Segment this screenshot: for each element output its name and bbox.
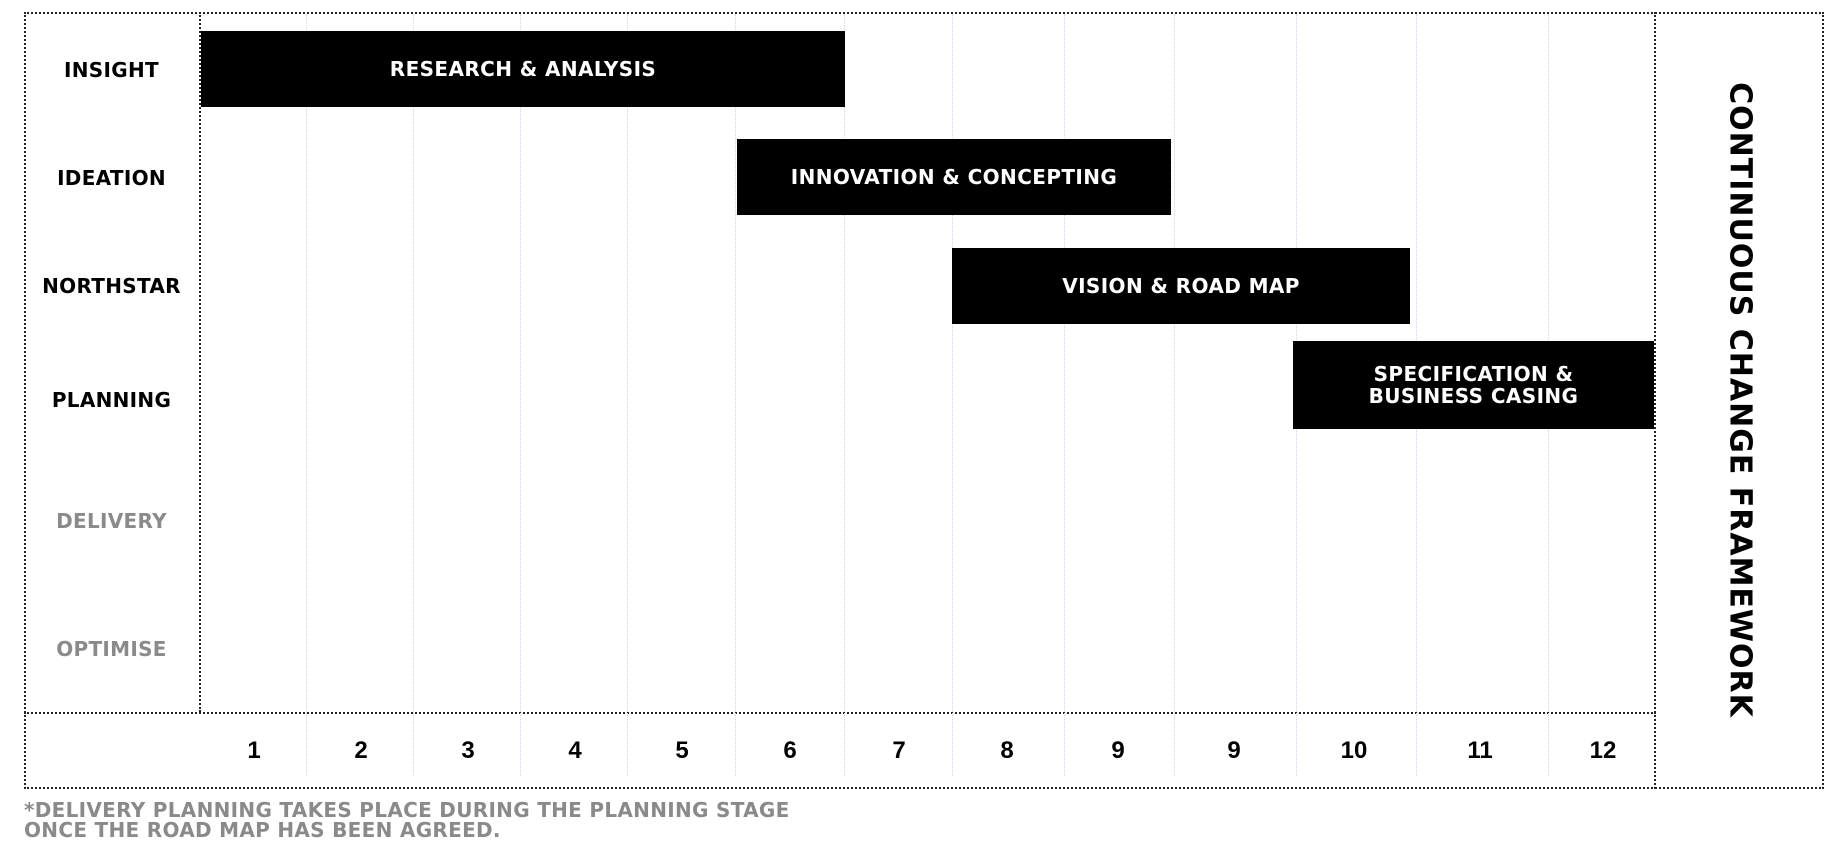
title-panel (1654, 12, 1824, 789)
task-bar-vision: VISION & ROAD MAP (952, 248, 1410, 324)
timeline-tick: 9 (1227, 737, 1241, 764)
gridline (1174, 14, 1175, 776)
gridline (306, 14, 307, 776)
timeline-tick: 9 (1111, 737, 1125, 764)
timeline-tick: 4 (568, 737, 582, 764)
timeline-tick: 7 (892, 737, 906, 764)
footnote-line-2: ONCE THE ROAD MAP HAS BEEN AGREED. (24, 818, 501, 842)
phase-label-ideation: IDEATION (57, 166, 166, 190)
gridline (520, 14, 521, 776)
footnote-line-1: *DELIVERY PLANNING TAKES PLACE DURING TH… (24, 798, 790, 822)
timeline-tick: 10 (1340, 737, 1368, 764)
gridline (1064, 14, 1065, 776)
phase-label-insight: INSIGHT (64, 58, 159, 82)
task-bar-specification: SPECIFICATION & BUSINESS CASING (1293, 341, 1654, 429)
diagram-frame (24, 12, 1824, 789)
gridline (413, 14, 414, 776)
phase-label-optimise: OPTIMISE (56, 637, 167, 661)
timeline-tick: 2 (354, 737, 368, 764)
phase-label-planning: PLANNING (51, 388, 172, 412)
gridline (952, 14, 953, 776)
timeline-tick: 1 (247, 737, 261, 764)
task-bar-innovation: INNOVATION & CONCEPTING (737, 139, 1171, 215)
gridline (735, 14, 736, 776)
gridline (627, 14, 628, 776)
framework-title: CONTINUOUS CHANGE FRAMEWORK (1722, 82, 1758, 718)
task-bar-label: RESEARCH & ANALYSIS (389, 57, 657, 81)
timeline-tick: 8 (1000, 737, 1014, 764)
task-bar-label-line1: SPECIFICATION & (1373, 362, 1574, 386)
task-bar-research: RESEARCH & ANALYSIS (201, 31, 845, 107)
timeline-tick: 5 (675, 737, 689, 764)
axis-separator (24, 712, 1656, 714)
timeline-tick: 3 (461, 737, 475, 764)
task-bar-label: INNOVATION & CONCEPTING (790, 165, 1118, 189)
phase-label-delivery: DELIVERY (56, 509, 167, 533)
gridline (844, 14, 845, 776)
phase-label-northstar: NORTHSTAR (42, 274, 181, 298)
timeline-tick: 11 (1467, 737, 1493, 764)
task-bar-label-line2: BUSINESS CASING (1368, 384, 1579, 408)
label-column-separator (199, 12, 201, 712)
timeline-tick: 12 (1589, 737, 1617, 764)
task-bar-label: VISION & ROAD MAP (1062, 274, 1300, 298)
timeline-tick: 6 (783, 737, 797, 764)
